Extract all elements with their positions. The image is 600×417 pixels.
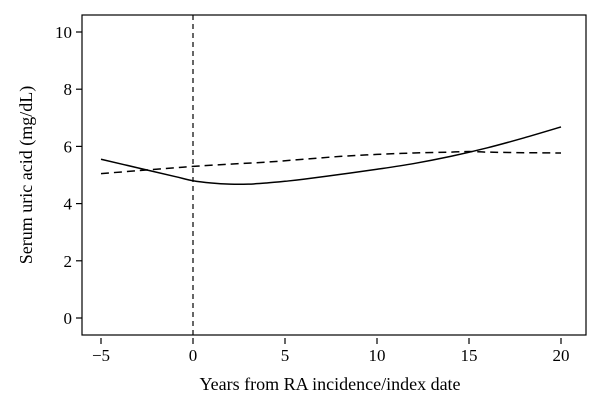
x-axis-title: Years from RA incidence/index date <box>199 374 460 394</box>
x-tick-label: 5 <box>281 346 290 365</box>
y-tick-label: 8 <box>64 80 73 99</box>
x-tick-label: 15 <box>461 346 478 365</box>
plot-frame <box>81 14 587 336</box>
solid-series-line <box>100 126 562 186</box>
x-tick-label: −5 <box>92 346 110 365</box>
x-tick-label: 10 <box>369 346 386 365</box>
x-tick-label: 20 <box>553 346 570 365</box>
dashed-series-line <box>100 150 562 175</box>
y-axis-title: Serum uric acid (mg/dL) <box>16 86 37 264</box>
x-tick-label: 0 <box>189 346 198 365</box>
series-layer <box>100 126 562 186</box>
y-tick-label: 10 <box>55 23 72 42</box>
y-tick-label: 0 <box>64 309 73 328</box>
y-axis-ticks: 0 2 4 6 8 10 <box>55 23 82 328</box>
x-axis-ticks: −5 0 5 10 15 20 <box>92 338 570 365</box>
y-tick-label: 4 <box>64 195 73 214</box>
y-tick-label: 2 <box>64 252 73 271</box>
y-tick-label: 6 <box>64 137 73 156</box>
